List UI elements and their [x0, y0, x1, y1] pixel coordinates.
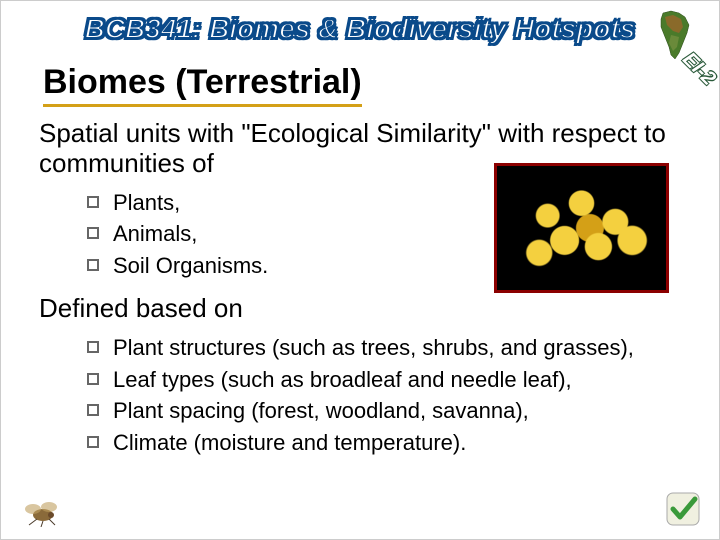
course-title: BCB341: Biomes & Biodiversity Hotspots — [31, 13, 689, 45]
list-item: Plant structures (such as trees, shrubs,… — [87, 334, 689, 362]
list-item: Soil Organisms. — [87, 252, 689, 280]
header: BCB341: Biomes & Biodiversity Hotspots — [31, 13, 689, 45]
bullet-list-2: Plant structures (such as trees, shrubs,… — [87, 334, 689, 456]
bullet-text: Plant structures (such as trees, shrubs,… — [113, 334, 634, 362]
bullet-text: Leaf types (such as broadleaf and needle… — [113, 366, 572, 394]
bullet-text: Animals, — [113, 220, 197, 248]
bullet-text: Plant spacing (forest, woodland, savanna… — [113, 397, 529, 425]
slide-title: Biomes (Terrestrial) — [43, 63, 362, 107]
slide-container: EI-2 BCB341: Biomes & Biodiversity Hotsp… — [0, 0, 720, 540]
list-item: Climate (moisture and temperature). — [87, 429, 689, 457]
fly-icon — [19, 495, 61, 527]
bullet-square-icon — [87, 341, 99, 353]
bullet-list-1: Plants, Animals, Soil Organisms. — [87, 189, 689, 280]
bullet-square-icon — [87, 436, 99, 448]
bullet-square-icon — [87, 196, 99, 208]
bullet-square-icon — [87, 404, 99, 416]
list-item: Animals, — [87, 220, 689, 248]
intro-paragraph-2: Defined based on — [39, 293, 689, 324]
list-item: Plants, — [87, 189, 689, 217]
checkmark-icon — [665, 491, 701, 527]
bullet-square-icon — [87, 227, 99, 239]
intro-paragraph-1: Spatial units with "Ecological Similarit… — [39, 119, 689, 179]
list-item: Plant spacing (forest, woodland, savanna… — [87, 397, 689, 425]
bullet-text: Climate (moisture and temperature). — [113, 429, 466, 457]
content-area: Spatial units with "Ecological Similarit… — [39, 119, 689, 460]
bullet-square-icon — [87, 259, 99, 271]
bullet-text: Plants, — [113, 189, 180, 217]
corner-badge-text: EI-2 — [678, 48, 720, 90]
bullet-text: Soil Organisms. — [113, 252, 268, 280]
list-item: Leaf types (such as broadleaf and needle… — [87, 366, 689, 394]
bullet-square-icon — [87, 373, 99, 385]
